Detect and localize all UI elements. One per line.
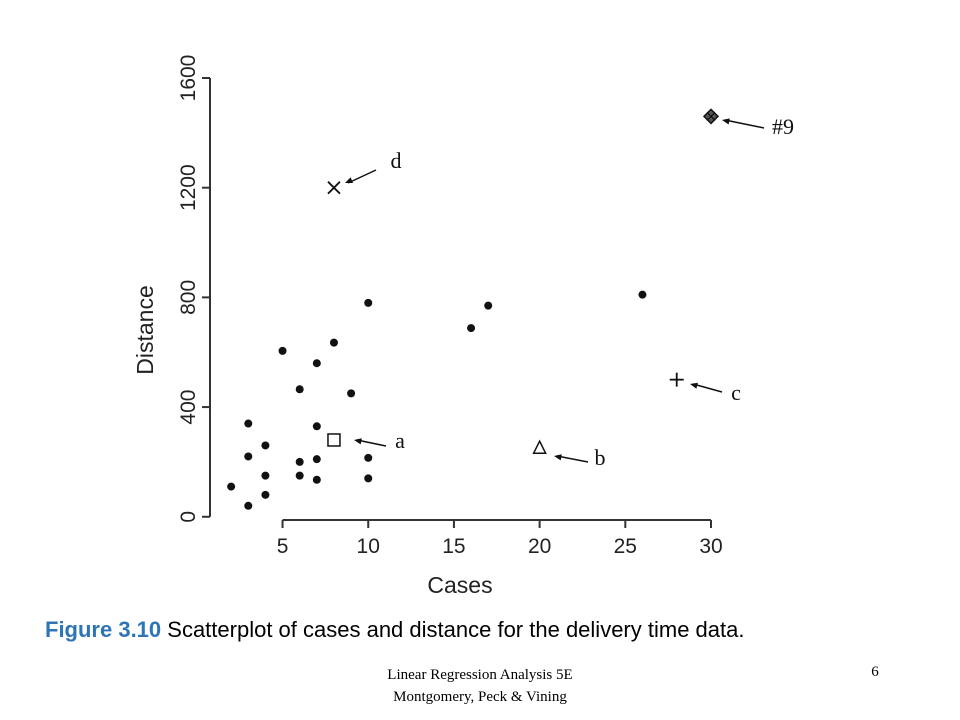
y-tick-label: 1200 [177, 164, 200, 211]
arrow-head [554, 454, 562, 461]
point-a: a [327, 428, 405, 453]
annotation-arrow [356, 439, 387, 447]
annotation-label: #9 [772, 114, 794, 139]
data-point [467, 324, 476, 333]
data-point [329, 338, 338, 347]
annotation-arrow [556, 455, 589, 463]
x-tick-label: 5 [277, 535, 289, 558]
diamond-marker-x2 [706, 111, 716, 121]
x-axis-label: Cases [427, 572, 492, 598]
cross-marker-b [327, 181, 341, 195]
axes: 5 10 15 20 25 30 0 400 800 1200 1600 [177, 55, 723, 558]
annotation-label: a [395, 428, 405, 453]
data-point [312, 475, 321, 484]
y-tick-label: 800 [177, 280, 200, 315]
y-axis-label: Distance [132, 285, 158, 374]
y-tick-label: 0 [177, 511, 200, 523]
data-point [312, 359, 321, 368]
data-point [261, 471, 270, 480]
data-point [312, 422, 321, 431]
data-point [295, 385, 304, 394]
data-point [244, 452, 253, 461]
arrow-head [690, 382, 698, 389]
triangle-marker [532, 439, 547, 454]
data-point [244, 501, 253, 510]
y-tick-label: 1600 [177, 55, 200, 102]
data-point [227, 482, 236, 491]
x-tick-label: 20 [528, 535, 551, 558]
data-point [244, 419, 253, 428]
data-point [261, 441, 270, 450]
figure-caption: Figure 3.10 Scatterplot of cases and dis… [45, 617, 744, 643]
footer-authors: Montgomery, Peck & Vining [393, 689, 567, 705]
footer: Linear Regression Analysis 5E Montgomery… [300, 664, 660, 708]
data-point [295, 457, 304, 466]
y-tick-label: 400 [177, 390, 200, 425]
page-number: 6 [871, 664, 879, 680]
arrow-head [722, 118, 730, 125]
annotation-label: c [731, 380, 741, 405]
annotation-arrow [724, 119, 765, 129]
x-tick-label: 10 [357, 535, 380, 558]
labeled-points: a b c d #9 [327, 108, 794, 470]
square-marker [327, 433, 341, 447]
data-point [295, 471, 304, 480]
data-point [364, 474, 373, 483]
data-point [278, 346, 287, 355]
point-c: c [669, 372, 741, 405]
point-d: d [327, 148, 402, 195]
data-point [364, 298, 373, 307]
point-b: b [532, 439, 606, 470]
data-point [364, 453, 373, 462]
footer-title: Linear Regression Analysis 5E [387, 667, 573, 683]
data-point [638, 290, 647, 299]
arrow-head [345, 177, 353, 184]
annotation-arrow [347, 169, 377, 184]
annotation-arrow [692, 383, 723, 393]
data-point [484, 301, 493, 310]
data-points [227, 290, 647, 510]
figure-number: Figure 3.10 [45, 617, 162, 642]
data-point [347, 389, 356, 398]
x-tick-label: 25 [614, 535, 637, 558]
x-tick-label: 15 [442, 535, 465, 558]
x-tick-label: 30 [699, 535, 722, 558]
arrow-head [354, 438, 362, 445]
point-case-9: #9 [702, 108, 794, 139]
data-point [312, 455, 321, 464]
data-point [261, 490, 270, 499]
annotation-label: b [595, 445, 606, 470]
annotation-label: d [391, 148, 402, 173]
caption-text: Scatterplot of cases and distance for th… [161, 617, 745, 642]
